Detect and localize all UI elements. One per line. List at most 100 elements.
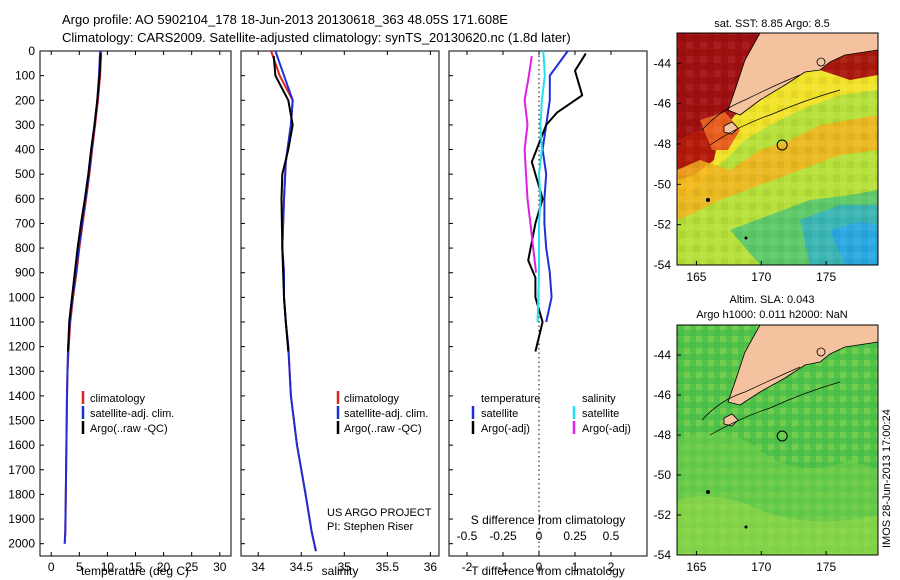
legend-argo-label: Argo(..raw -QC)	[90, 423, 168, 435]
sst-map-frame	[676, 32, 879, 266]
salinity-lines	[270, 51, 317, 552]
depth-tick-label: 300	[15, 118, 35, 132]
sla-map: Altim. SLA: 0.043 Argo h1000: 0.011 h200…	[654, 294, 879, 574]
lon-tick-label: 175	[816, 560, 836, 574]
salinity-x-ticks: 34 34.5 35 35.5 36	[241, 50, 438, 574]
sst-field	[677, 33, 878, 265]
sst-map: sat. SST: 8.85 Argo: 8.5 -44 -46 -48 -50 -52…	[654, 18, 879, 284]
lat-tick-label: -44	[654, 348, 672, 362]
s-difference-tick: -0.25	[489, 529, 517, 543]
series-line-salinity-argo-adj-	[523, 55, 538, 273]
legend-sal-argo-label: Argo(-adj)	[582, 423, 631, 435]
lat-tick-label: -52	[654, 218, 672, 232]
x-tick-label: 2	[608, 560, 615, 574]
lon-tick-label: 165	[686, 270, 706, 284]
x-tick-label: -2	[462, 560, 473, 574]
depth-tick-labels: 0 100 200 300 400 500 600 700 800 900 1000 1100 1200…	[8, 44, 35, 551]
x-tick-label: 20	[157, 560, 171, 574]
depth-tick-label: 2000	[8, 537, 35, 551]
difference-panel: -2 -1 0 1 2 S difference from climatology -0…	[448, 50, 648, 578]
x-tick-label: 15	[129, 560, 143, 574]
series-line-temperature-argo-adj-	[527, 52, 587, 352]
temperature-xlabel: temperature (deg C)	[81, 564, 189, 578]
s-difference-tick: 0	[536, 529, 543, 543]
x-tick-label: 35	[338, 560, 352, 574]
depth-tick-label: 200	[15, 93, 35, 107]
x-tick-label: 10	[101, 560, 115, 574]
depth-tick-label: 500	[15, 167, 35, 181]
series-line-argo-raw-qc-	[67, 53, 102, 352]
x-tick-label: 34	[252, 560, 266, 574]
sst-lat-ticks: -44 -46 -48 -50 -52 -54	[654, 56, 681, 272]
lon-tick-label: 170	[751, 560, 771, 574]
series-line-argo-raw-qc-	[272, 55, 294, 352]
sla-map-title-line-1: Altim. SLA: 0.043	[730, 294, 815, 306]
depth-tick-label: 400	[15, 143, 35, 157]
sla-float-marker	[776, 430, 788, 442]
x-tick-label: 0	[48, 560, 55, 574]
sla-lon-ticks: 165 170 175	[686, 551, 836, 574]
depth-tick-label: 1400	[8, 389, 35, 403]
sst-float-marker	[776, 139, 788, 151]
project-note-line-1: US ARGO PROJECT	[327, 507, 432, 519]
s-difference-tick: -0.5	[457, 529, 478, 543]
series-line-temperature-satellite	[541, 51, 569, 323]
x-tick-label: 25	[185, 560, 199, 574]
lon-tick-label: 175	[816, 270, 836, 284]
salinity-xlabel: salinity	[322, 564, 359, 578]
float-position-marker	[776, 139, 788, 151]
depth-tick-label: 800	[15, 241, 35, 255]
sst-map-title: sat. SST: 8.85 Argo: 8.5	[714, 18, 830, 30]
legend-satellite-label: satellite-adj. clim.	[90, 408, 174, 420]
difference-legend: temperature satellite Argo(-adj) salinit…	[471, 393, 631, 435]
depth-tick-label: 600	[15, 192, 35, 206]
legend-temp-satellite-label: satellite	[481, 408, 518, 420]
depth-tick-label: 1700	[8, 463, 35, 477]
header-line-1: Argo profile: AO 5902104_178 18-Jun-2013…	[62, 12, 508, 27]
lat-tick-label: -48	[654, 137, 672, 151]
lat-tick-label: -50	[654, 177, 672, 191]
legend-salinity-header: salinity	[582, 393, 616, 405]
difference-x-ticks: -2 -1 0 1 2	[449, 50, 615, 574]
x-tick-label: 35.5	[376, 560, 400, 574]
s-difference-tick-labels: -0.5 -0.25 0 0.25 0.5	[457, 529, 620, 543]
lat-tick-label: -54	[654, 548, 672, 562]
salinity-panel: 34 34.5 35 35.5 36 salinity climatology sate…	[240, 50, 440, 578]
depth-tick-label: 1500	[8, 414, 35, 428]
imos-date-label: IMOS 28-Jun-2013 17:00:24	[881, 409, 893, 548]
lon-tick-label: 165	[686, 560, 706, 574]
salinity-legend: climatology satellite-adj. clim. Argo(..…	[336, 391, 428, 435]
depth-tick-label: 900	[15, 266, 35, 280]
lat-tick-label: -54	[654, 258, 672, 272]
legend-temp-argo-label: Argo(-adj)	[481, 423, 530, 435]
x-tick-label: 34.5	[290, 560, 314, 574]
lon-tick-label: 170	[751, 270, 771, 284]
sal-legend-climatology-label: climatology	[344, 393, 400, 405]
sst-lon-ticks: 165 170 175	[686, 261, 836, 284]
float-position-marker	[776, 430, 788, 442]
x-tick-label: 1	[572, 560, 579, 574]
depth-tick-label: 100	[15, 69, 35, 83]
lat-tick-label: -48	[654, 428, 672, 442]
temperature-axes-box	[39, 50, 232, 557]
temperature-lines	[63, 51, 103, 544]
sal-legend-argo-label: Argo(..raw -QC)	[344, 423, 422, 435]
depth-tick-label: 1200	[8, 340, 35, 354]
lat-tick-label: -52	[654, 508, 672, 522]
temperature-legend: climatology satellite-adj. clim. Argo(..…	[81, 391, 174, 435]
legend-temperature-header: temperature	[481, 393, 540, 405]
x-tick-label: -1	[498, 560, 509, 574]
sla-map-frame	[676, 324, 879, 556]
x-tick-label: 5	[76, 560, 83, 574]
s-difference-tick: 0.25	[563, 529, 587, 543]
lat-tick-label: -50	[654, 468, 672, 482]
depth-tick-label: 1300	[8, 364, 35, 378]
difference-axes-box	[448, 50, 648, 557]
header-line-2: Climatology: CARS2009. Satellite-adjuste…	[62, 30, 571, 45]
temperature-x-ticks: 0 5 10 15 20 25 30	[40, 50, 227, 574]
lat-tick-label: -46	[654, 97, 672, 111]
depth-tick-label: 1000	[8, 290, 35, 304]
sla-map-title-line-2: Argo h1000: 0.011 h2000: NaN	[696, 309, 848, 321]
x-tick-label: 36	[424, 560, 438, 574]
sal-legend-satellite-label: satellite-adj. clim.	[344, 408, 428, 420]
